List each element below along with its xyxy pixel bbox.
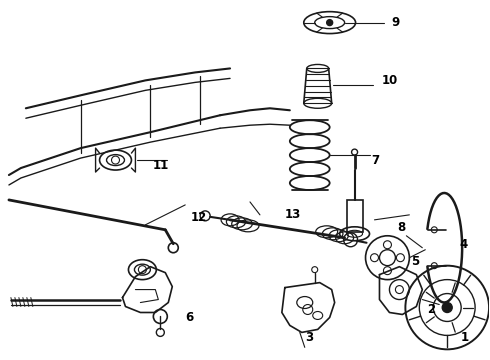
Text: 5: 5: [412, 255, 419, 268]
Bar: [346, 200, 363, 232]
Text: 12: 12: [190, 211, 206, 224]
Text: 1: 1: [461, 331, 469, 344]
Text: 7: 7: [371, 154, 380, 167]
Circle shape: [327, 20, 333, 26]
Text: 6: 6: [185, 311, 194, 324]
Text: 8: 8: [397, 221, 406, 234]
Text: 4: 4: [459, 238, 467, 251]
Text: 2: 2: [427, 303, 436, 316]
Text: 9: 9: [392, 16, 400, 29]
Text: 11: 11: [152, 158, 169, 172]
Text: 13: 13: [285, 208, 301, 221]
Text: 3: 3: [305, 331, 313, 344]
Circle shape: [442, 302, 452, 312]
Text: 10: 10: [382, 74, 398, 87]
